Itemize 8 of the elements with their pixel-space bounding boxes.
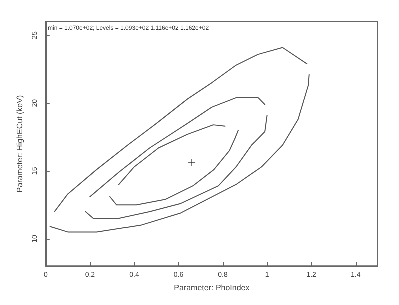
line-series xyxy=(110,130,240,206)
x-axis-title: Parameter: PhoIndex xyxy=(174,284,250,292)
line-series xyxy=(54,47,308,212)
line-series xyxy=(118,124,226,186)
line-series xyxy=(85,115,268,220)
line-series xyxy=(90,97,266,198)
y-axis-title: Parameter: HighECut (keV) xyxy=(16,95,24,193)
line-series xyxy=(50,74,310,233)
